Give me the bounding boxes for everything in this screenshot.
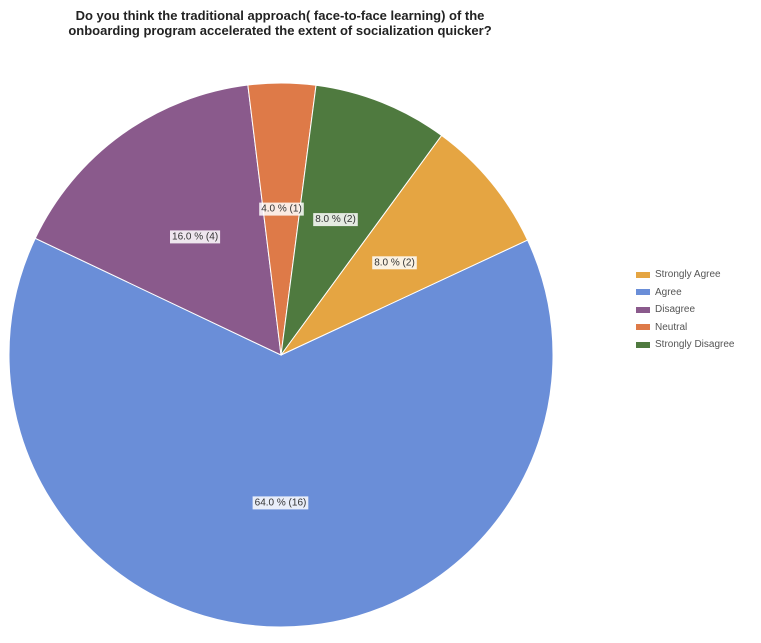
chart-legend: Strongly Agree Agree Disagree Neutral St… xyxy=(636,266,734,354)
slice-label: 64.0 % (16) xyxy=(255,497,307,508)
slice-label-group: 64.0 % (16) xyxy=(252,496,309,510)
slice-label: 16.0 % (4) xyxy=(172,231,218,242)
legend-item-strongly-agree[interactable]: Strongly Agree xyxy=(636,266,734,284)
slice-label-background xyxy=(259,202,304,216)
slice-label-group: 16.0 % (4) xyxy=(170,230,221,244)
legend-label: Disagree xyxy=(655,304,696,316)
slice-label-group: 8.0 % (2) xyxy=(372,256,417,270)
legend-item-strongly-disagree[interactable]: Strongly Disagree xyxy=(636,336,734,354)
slice-label: 4.0 % (1) xyxy=(261,204,302,215)
legend-swatch xyxy=(636,289,650,296)
pie-slice-disagree[interactable] xyxy=(34,84,282,356)
legend-swatch xyxy=(636,271,650,278)
chart-title-line-1: Do you think the traditional approach( f… xyxy=(75,8,485,23)
slice-label-background xyxy=(252,496,309,510)
slice-label-background xyxy=(372,256,417,270)
legend-label: Strongly Agree xyxy=(655,269,721,281)
chart-title: Do you think the traditional approach( f… xyxy=(0,8,560,38)
pie-slice-agree[interactable] xyxy=(8,237,554,628)
legend-item-agree[interactable]: Agree xyxy=(636,284,734,302)
legend-label: Agree xyxy=(655,286,682,298)
legend-label: Neutral xyxy=(655,321,688,333)
legend-swatch xyxy=(636,341,650,348)
legend-swatch xyxy=(636,306,650,313)
slice-label: 8.0 % (2) xyxy=(315,214,356,225)
pie-slice-strongly-agree[interactable] xyxy=(280,134,529,356)
slice-label-background xyxy=(170,230,221,244)
pie-slice-strongly-disagree[interactable] xyxy=(280,84,443,356)
slice-label: 8.0 % (2) xyxy=(374,257,415,268)
legend-item-disagree[interactable]: Disagree xyxy=(636,301,734,319)
legend-label: Strongly Disagree xyxy=(655,339,735,351)
legend-item-neutral[interactable]: Neutral xyxy=(636,319,734,337)
slice-label-background xyxy=(313,213,358,227)
slice-label-group: 8.0 % (2) xyxy=(313,213,358,227)
chart-title-line-2: onboarding program accelerated the exten… xyxy=(68,23,492,38)
slice-label-group: 4.0 % (1) xyxy=(259,202,304,216)
legend-swatch xyxy=(636,324,650,331)
